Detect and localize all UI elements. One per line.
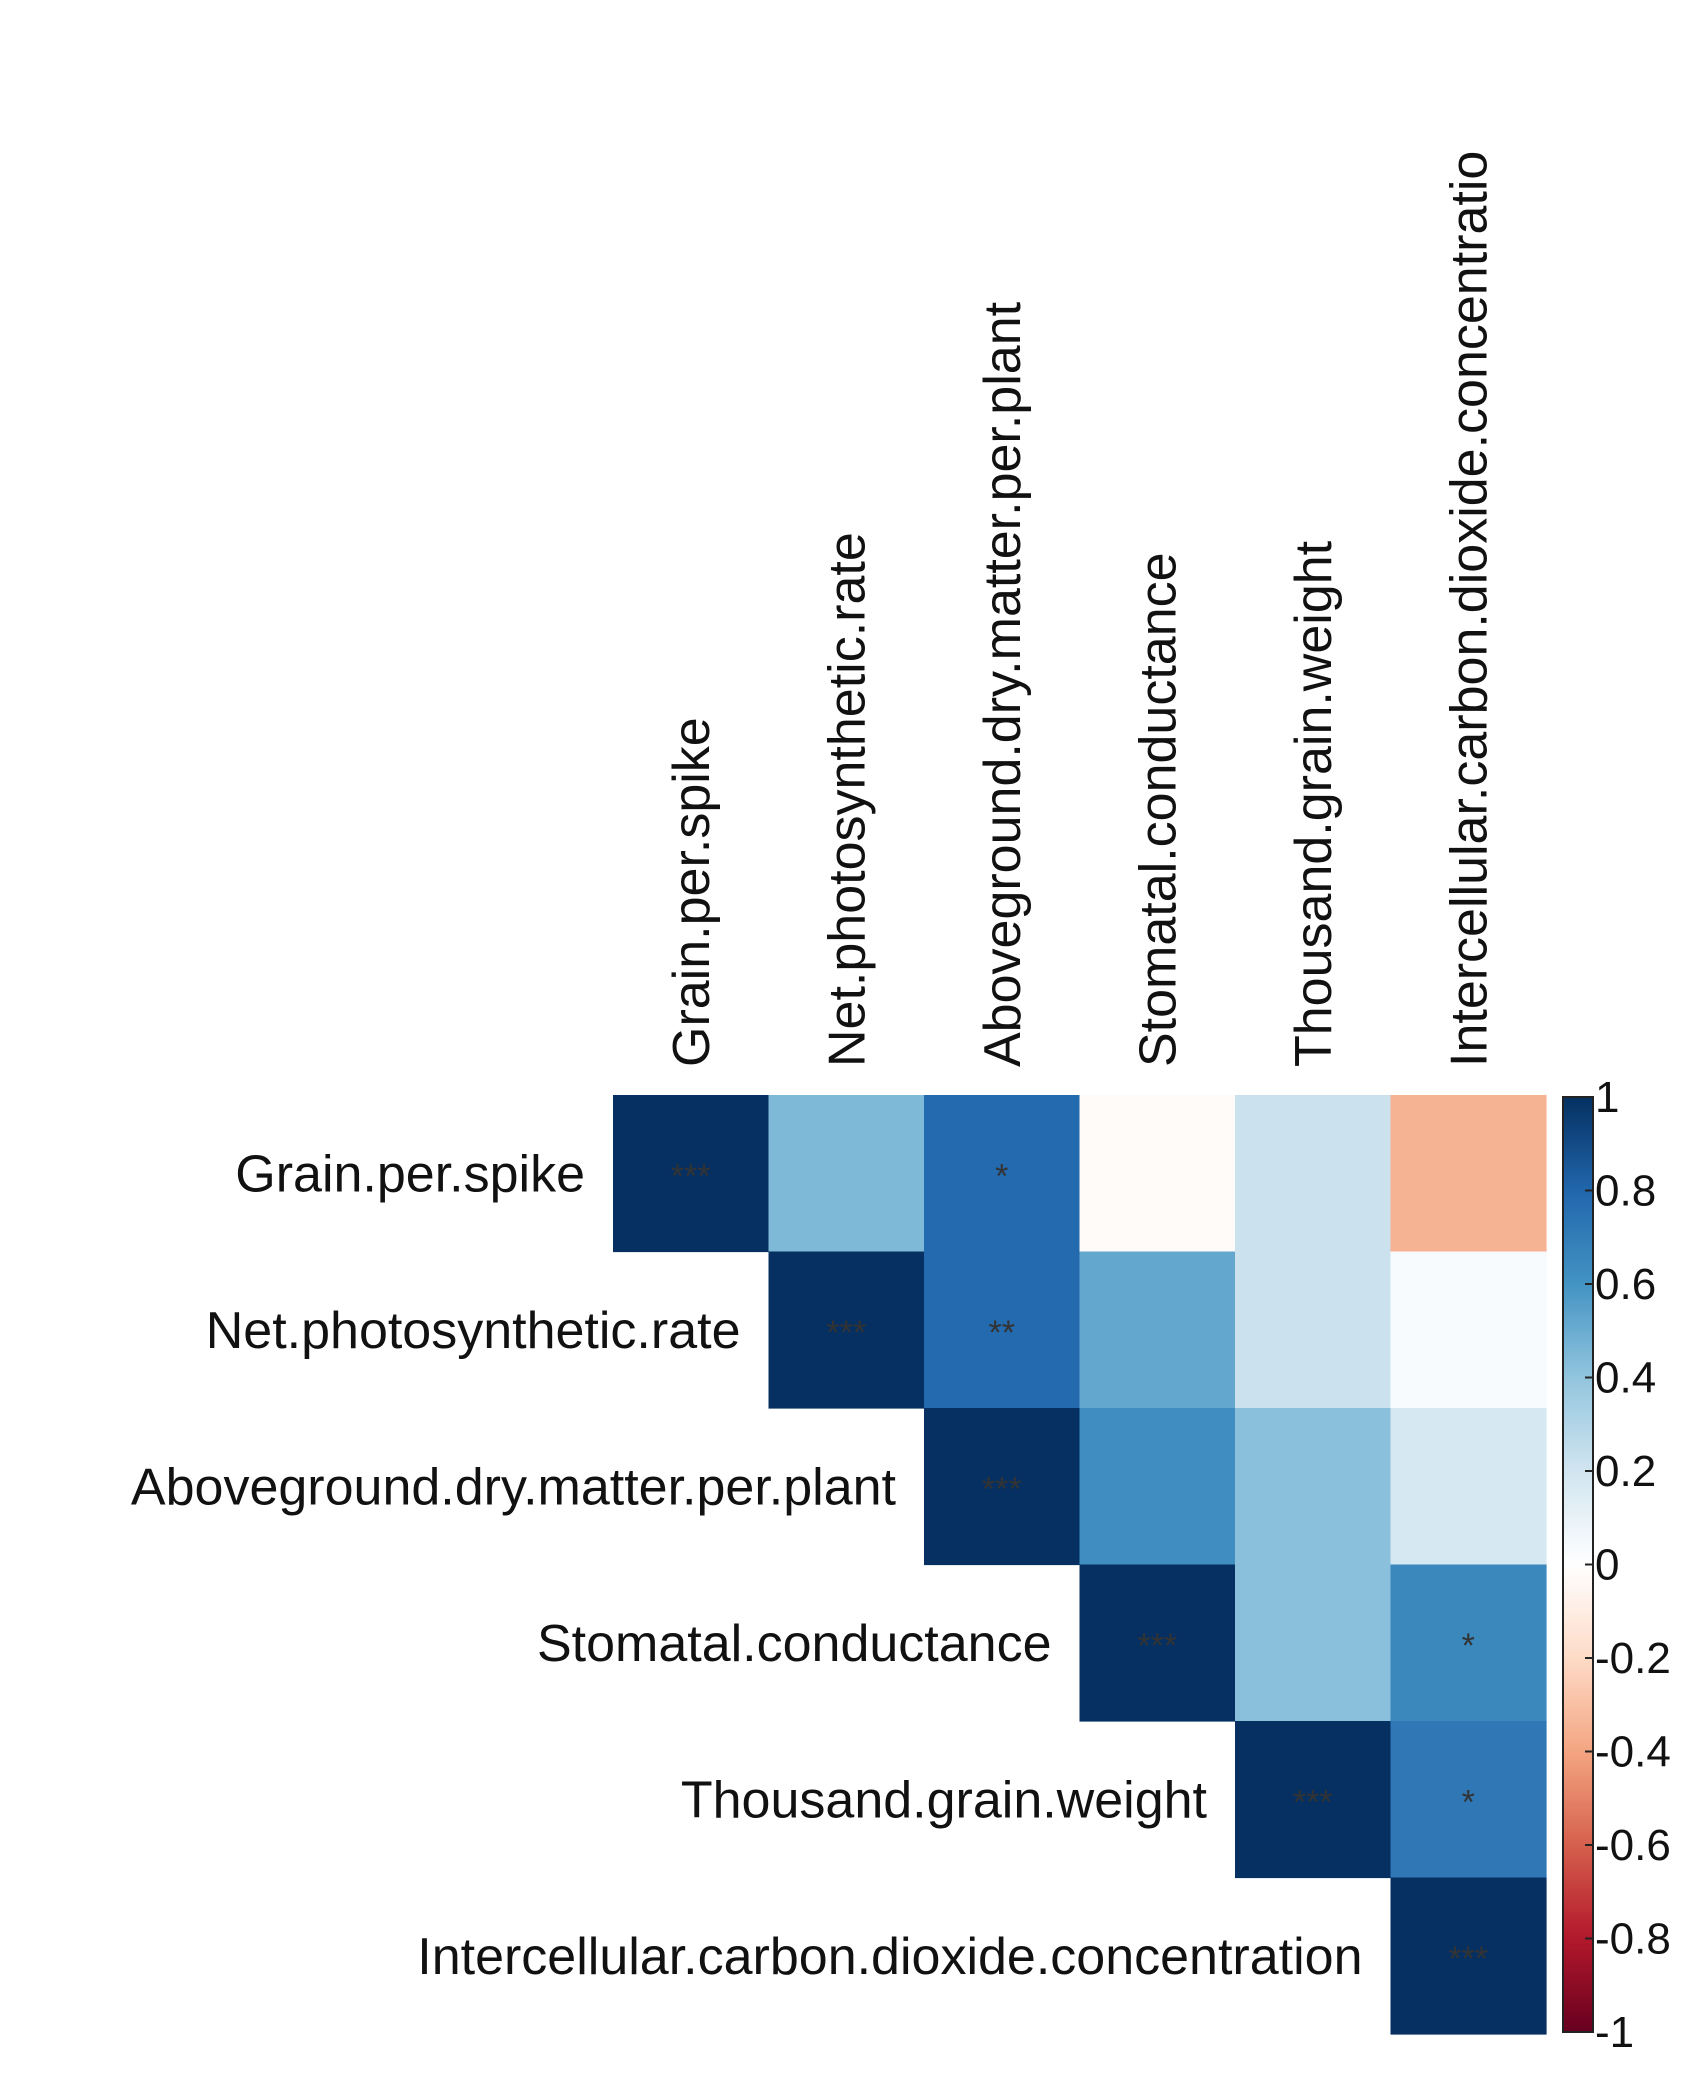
row-label: Aboveground.dry.matter.per.plant <box>131 1458 897 1516</box>
heatmap-cell <box>1079 1408 1236 1566</box>
heatmap-cell <box>1235 1564 1392 1722</box>
heatmap-cell <box>1235 1721 1392 1879</box>
column-label: Thousand.grain.weight <box>1285 540 1343 1067</box>
row-label: Grain.per.spike <box>235 1145 585 1203</box>
heatmap-cell <box>1079 1251 1236 1409</box>
heatmap-cell <box>1390 1095 1547 1253</box>
heatmap-cell <box>768 1095 925 1253</box>
column-label: Stomatal.conductance <box>1129 552 1187 1067</box>
heatmap-cell <box>1079 1564 1236 1722</box>
significance-markers: *** **** ******** **** **** <box>671 1157 1488 1978</box>
colorbar-tick-label: -0.4 <box>1595 1728 1671 1777</box>
significance-marker: ** <box>989 1314 1015 1352</box>
heatmap-cell <box>1079 1095 1236 1253</box>
heatmap-cell <box>1390 1721 1547 1879</box>
heatmap-cell <box>1390 1564 1547 1722</box>
heatmap-cells <box>613 1095 1547 2035</box>
significance-marker: * <box>1462 1783 1475 1821</box>
column-labels: Grain.per.spike Net.photosynthetic.rate Ab… <box>663 151 1499 1067</box>
heatmap-cell <box>613 1095 770 1253</box>
heatmap-cell <box>1390 1877 1547 2035</box>
colorbar-tick-label: -0.2 <box>1595 1634 1671 1683</box>
significance-marker: *** <box>1137 1627 1177 1665</box>
significance-marker: *** <box>982 1470 1022 1508</box>
colorbar-tick-label: -0.6 <box>1595 1821 1671 1870</box>
row-label: Net.photosynthetic.rate <box>206 1302 741 1360</box>
heatmap-cell <box>924 1408 1081 1566</box>
heatmap-cell <box>768 1251 925 1409</box>
heatmap-cell <box>924 1095 1081 1253</box>
significance-marker: *** <box>826 1314 866 1352</box>
heatmap-cell <box>1235 1095 1392 1253</box>
heatmap-cell <box>1235 1251 1392 1409</box>
heatmap-cell <box>924 1251 1081 1409</box>
colorbar-tick-label: -0.8 <box>1595 1915 1671 1964</box>
significance-marker: * <box>1462 1627 1475 1665</box>
colorbar-tick-label: 1 <box>1595 1073 1619 1122</box>
significance-marker: *** <box>671 1157 711 1195</box>
row-label: Intercellular.carbon.dioxide.concentrati… <box>417 1928 1362 1986</box>
colorbar-tick-label: -1 <box>1595 2008 1634 2057</box>
colorbar-tick-label: 0.8 <box>1595 1167 1656 1216</box>
colorbar: 1 0.8 0.6 0.4 0.2 0 -0.2 -0.4 -0.6 -0.8 -1 <box>1562 1073 1671 2057</box>
row-label: Stomatal.conductance <box>537 1615 1052 1673</box>
colorbar-tick-label: 0.2 <box>1595 1447 1656 1496</box>
row-label: Thousand.grain.weight <box>681 1771 1208 1829</box>
column-label: Intercellular.carbon.dioxide.concentrati… <box>1440 151 1498 1067</box>
significance-marker: * <box>995 1157 1008 1195</box>
heatmap-cell <box>1390 1408 1547 1566</box>
significance-marker: *** <box>1293 1783 1333 1821</box>
heatmap-cell <box>1390 1251 1547 1409</box>
colorbar-tick-label: 0.6 <box>1595 1260 1656 1309</box>
column-label: Net.photosynthetic.rate <box>818 532 876 1067</box>
significance-marker: *** <box>1448 1940 1488 1978</box>
heatmap-cell <box>1235 1408 1392 1566</box>
column-label: Grain.per.spike <box>663 717 721 1067</box>
column-label: Aboveground.dry.matter.per.plant <box>974 301 1032 1067</box>
colorbar-tick-label: 0.4 <box>1595 1354 1656 1403</box>
row-labels: Grain.per.spike Net.photosynthetic.rate Ab… <box>131 1145 1363 1986</box>
colorbar-tick-label: 0 <box>1595 1541 1619 1590</box>
